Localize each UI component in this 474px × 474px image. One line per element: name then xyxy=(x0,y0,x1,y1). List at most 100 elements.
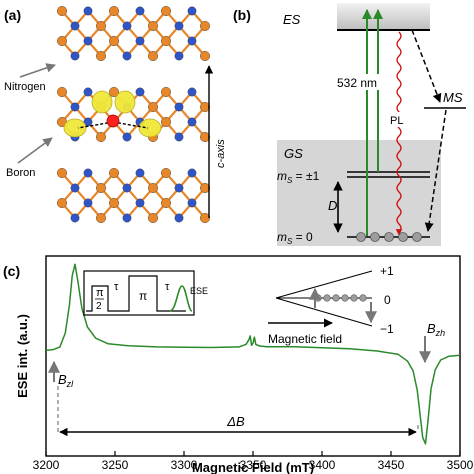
nitrogen-atom xyxy=(174,102,184,112)
pulse-pi: π xyxy=(139,289,147,303)
nitrogen-label: Nitrogen xyxy=(4,81,46,93)
nitrogen-atom xyxy=(187,198,197,208)
boron-atom xyxy=(108,5,119,17)
nitrogen-pointer xyxy=(19,63,56,78)
boron-atom xyxy=(199,51,210,62)
level-minus1-label: −1 xyxy=(380,322,394,336)
isc-arrow xyxy=(411,29,442,103)
boron-atom xyxy=(147,182,158,193)
spin-density-lobe xyxy=(114,90,136,114)
boron-atom xyxy=(147,21,158,32)
nitrogen-atom xyxy=(135,168,145,178)
pl-emission-arrow xyxy=(395,31,403,236)
nitrogen-atom xyxy=(135,87,145,97)
nitrogen-atom xyxy=(187,36,197,46)
nitrogen-atom xyxy=(70,51,80,61)
level-zero-label: 0 xyxy=(384,293,391,307)
nitrogen-atom xyxy=(135,36,145,46)
x-axis-label: Magnetic Field (mT) xyxy=(192,460,314,474)
x-tick-label: 3300 xyxy=(171,458,198,472)
population-dot xyxy=(398,232,408,242)
boron-atom xyxy=(147,51,158,62)
boron-atom xyxy=(199,212,210,223)
boron-atom xyxy=(160,116,171,127)
defect-site xyxy=(63,90,162,138)
ms-label: MS xyxy=(443,90,463,105)
pl-label: PL xyxy=(390,115,403,127)
bzl-label: Bzl xyxy=(58,372,74,389)
nitrogen-atom xyxy=(122,132,132,142)
d-label: D xyxy=(328,198,337,213)
level-pm1-label: mS = ±1 xyxy=(277,169,320,185)
nitrogen-atom xyxy=(83,168,93,178)
population-dots xyxy=(356,232,422,242)
boron-atom xyxy=(199,182,210,193)
nitrogen-atom xyxy=(135,6,145,16)
population-dot xyxy=(384,232,394,242)
boron-atom xyxy=(199,101,210,112)
panel-c: (c) ESE int. (a.u.) 3200 3250 3300 3350 3400… xyxy=(3,255,474,474)
boron-atom xyxy=(160,197,171,208)
boron-atom xyxy=(57,36,68,47)
boron-atom xyxy=(57,197,68,208)
panel-a: (a) Nitrogen Boron c-axis xyxy=(4,5,227,223)
nitrogen-atom xyxy=(122,21,132,31)
pulse-sequence-inset xyxy=(83,270,195,316)
boron-pointer xyxy=(17,137,53,164)
boron-atom xyxy=(108,167,119,178)
boron-atom xyxy=(108,36,119,47)
x-tick-label: 3450 xyxy=(378,458,405,472)
nitrogen-atom xyxy=(174,51,184,61)
zeeman-line-plus xyxy=(275,270,373,299)
population-dot xyxy=(412,232,422,242)
pulse-waveform xyxy=(86,275,186,312)
level-plus1-label: +1 xyxy=(380,264,394,278)
nitrogen-atom xyxy=(174,132,184,142)
x-tick-label: 3400 xyxy=(309,458,336,472)
boron-atom xyxy=(95,182,106,193)
pl-label-bg xyxy=(389,112,409,127)
excited-state-box xyxy=(337,3,430,30)
boron-label: Boron xyxy=(6,167,35,179)
level-0-label: mS = 0 xyxy=(277,230,313,246)
nitrogen-atom xyxy=(187,117,197,127)
nitrogen-atom xyxy=(187,6,197,16)
boron-atom xyxy=(160,167,171,178)
boron-atom xyxy=(95,51,106,62)
boron-atom xyxy=(95,21,106,32)
panel-b: (b) ES GS mS = ±1 mS = 0 D 532 nm PL MS xyxy=(233,3,466,246)
spin-density-lobe xyxy=(91,90,113,114)
boron-atom xyxy=(57,167,68,178)
boron-atom xyxy=(147,212,158,223)
nitrogen-atom xyxy=(122,51,132,61)
pulse-sequence-frame xyxy=(83,270,195,316)
boron-atom xyxy=(57,86,68,97)
series-line xyxy=(45,263,461,445)
boron-atom xyxy=(147,101,158,112)
nitrogen-atom xyxy=(122,213,132,223)
pulse-tau-1: τ xyxy=(114,281,119,293)
population-dot xyxy=(359,294,367,302)
nitrogen-atom xyxy=(174,183,184,193)
nitrogen-atom xyxy=(70,21,80,31)
c-axis-label: c-axis xyxy=(215,139,227,168)
boron-atom xyxy=(160,5,171,17)
x-tick-label: 3200 xyxy=(33,458,60,472)
panel-a-label: (a) xyxy=(4,7,21,23)
laser-label: 532 nm xyxy=(337,76,377,90)
lattice-layer-bottom xyxy=(57,167,210,223)
boron-atom xyxy=(160,36,171,47)
boron-atom xyxy=(108,86,119,97)
panel-b-label: (b) xyxy=(233,7,251,23)
zeeman-line-minus xyxy=(275,297,373,327)
pulse-pi2-den: 2 xyxy=(96,301,102,312)
y-axis-label: ESE int. (a.u.) xyxy=(15,314,30,398)
magnetic-field-label: Magnetic field xyxy=(268,332,342,346)
decay-arrow xyxy=(424,109,447,232)
echo-signal xyxy=(169,285,193,312)
boron-atom xyxy=(108,197,119,208)
population-dot xyxy=(350,294,358,302)
ground-state-box xyxy=(277,140,441,246)
nitrogen-atom xyxy=(83,87,93,97)
